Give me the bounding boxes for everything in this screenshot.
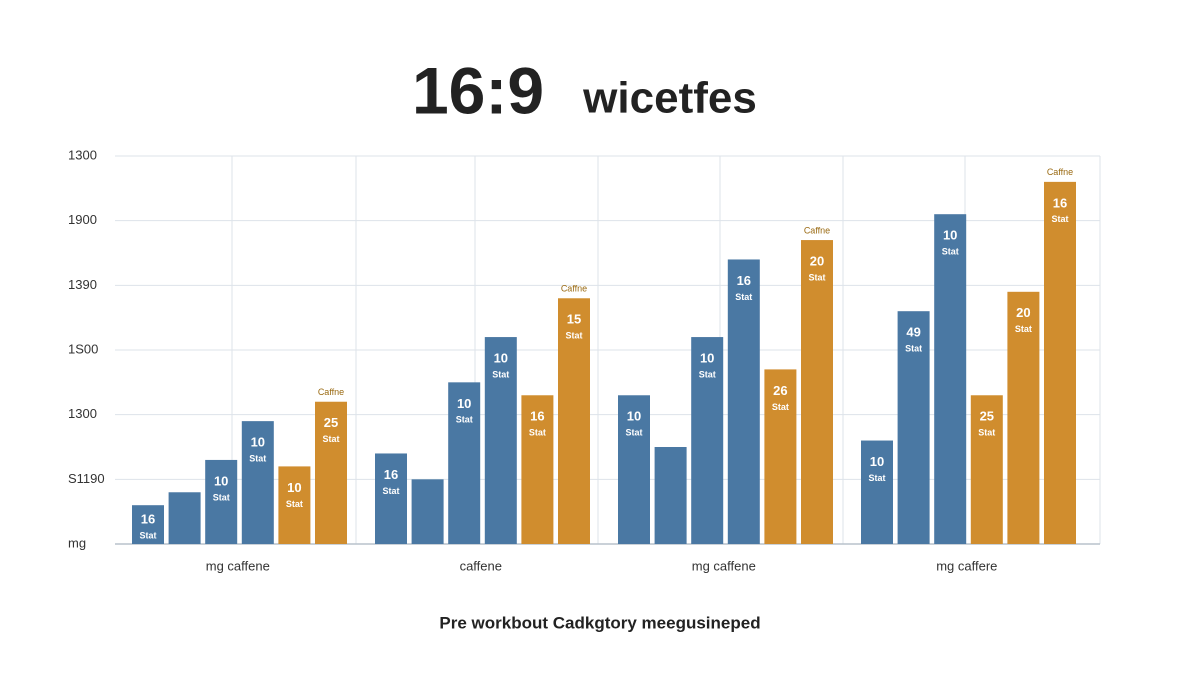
bar-note: Caffne	[561, 284, 587, 294]
bar	[315, 401, 347, 544]
bar-subtag: Stat	[625, 428, 642, 438]
bar-tag: 10	[870, 454, 884, 469]
bar	[801, 240, 833, 545]
bar	[1007, 291, 1040, 544]
bar-subtag: Stat	[1015, 324, 1032, 334]
bar-tag: 10	[251, 435, 265, 450]
bar	[278, 466, 311, 544]
chart-title: 16:9	[412, 53, 544, 127]
bar-tag: 10	[287, 480, 301, 495]
bar	[691, 337, 724, 544]
y-tick-label: 1900	[68, 212, 97, 227]
bar-subtag: Stat	[456, 415, 473, 425]
bar-note: Caffne	[1047, 167, 1073, 177]
x-group-label: mg caffene	[206, 558, 270, 573]
bar-note: Caffne	[318, 387, 344, 397]
bar-tag: 10	[627, 409, 641, 424]
bar-tag: 16	[530, 409, 544, 424]
bar-subtag: Stat	[978, 428, 995, 438]
bar	[132, 505, 164, 544]
bar-subtag: Stat	[942, 247, 959, 257]
bar-subtag: Stat	[735, 292, 752, 302]
bar	[618, 395, 650, 544]
bar	[448, 382, 481, 544]
bar	[934, 214, 967, 544]
bar	[970, 395, 1003, 544]
bar-tag: 25	[980, 409, 994, 424]
bar-subtag: Stat	[382, 486, 399, 496]
y-tick-label: 1S00	[68, 341, 98, 356]
bar-tag: 20	[1016, 305, 1030, 320]
bar-subtag: Stat	[772, 402, 789, 412]
chart-title-word: wicetfes	[582, 74, 757, 123]
caption: Pre workbout Cadkgtory meegusineped	[439, 613, 760, 632]
bar-tag: 16	[1053, 195, 1067, 210]
y-tick-label: mg	[68, 535, 86, 550]
bar-subtag: Stat	[492, 369, 509, 379]
bar-tag: 49	[906, 325, 920, 340]
bar-tag: 16	[737, 273, 751, 288]
bar	[558, 298, 590, 544]
bar-tag: 16	[384, 467, 398, 482]
bar-subtag: Stat	[1051, 214, 1068, 224]
bar-subtag: Stat	[808, 272, 825, 282]
bar	[205, 459, 238, 544]
bar	[484, 337, 517, 544]
bar-subtag: Stat	[529, 428, 546, 438]
bar-tag: 26	[773, 383, 787, 398]
bar-subtag: Stat	[139, 530, 156, 540]
bar	[168, 492, 201, 544]
bar-subtag: Stat	[286, 499, 303, 509]
bar-tag: 10	[494, 351, 508, 366]
bar-subtag: Stat	[868, 473, 885, 483]
bar-tag: 25	[324, 415, 338, 430]
bar	[411, 479, 444, 544]
bar-subtag: Stat	[213, 492, 230, 502]
bar	[727, 259, 760, 544]
bar	[375, 453, 407, 544]
bar-tag: 20	[810, 254, 824, 269]
bar-subtag: Stat	[249, 454, 266, 464]
y-tick-label: 1390	[68, 277, 97, 292]
x-group-label: mg caffere	[936, 558, 997, 573]
bar	[654, 447, 687, 544]
bar-subtag: Stat	[565, 331, 582, 341]
x-group-label: mg caffene	[692, 558, 756, 573]
bar-subtag: Stat	[905, 344, 922, 354]
bar-tag: 16	[141, 511, 155, 526]
bar-tag: 15	[567, 312, 581, 327]
bar	[861, 440, 893, 544]
bar	[521, 395, 554, 544]
bar	[1044, 181, 1076, 544]
bar-subtag: Stat	[699, 369, 716, 379]
bar	[764, 369, 797, 544]
bar-tag: 10	[457, 396, 471, 411]
bar-note: Caffne	[804, 225, 830, 235]
bar-tag: 10	[943, 228, 957, 243]
x-group-label: caffene	[460, 558, 502, 573]
bar-tag: 10	[700, 351, 714, 366]
bar-tag: 10	[214, 473, 228, 488]
y-tick-label: 1300	[68, 406, 97, 421]
bar-subtag: Stat	[322, 434, 339, 444]
y-tick-label: 1300	[68, 147, 97, 162]
bar	[241, 421, 274, 544]
y-tick-label: S1190	[68, 471, 105, 486]
bar	[897, 311, 930, 544]
